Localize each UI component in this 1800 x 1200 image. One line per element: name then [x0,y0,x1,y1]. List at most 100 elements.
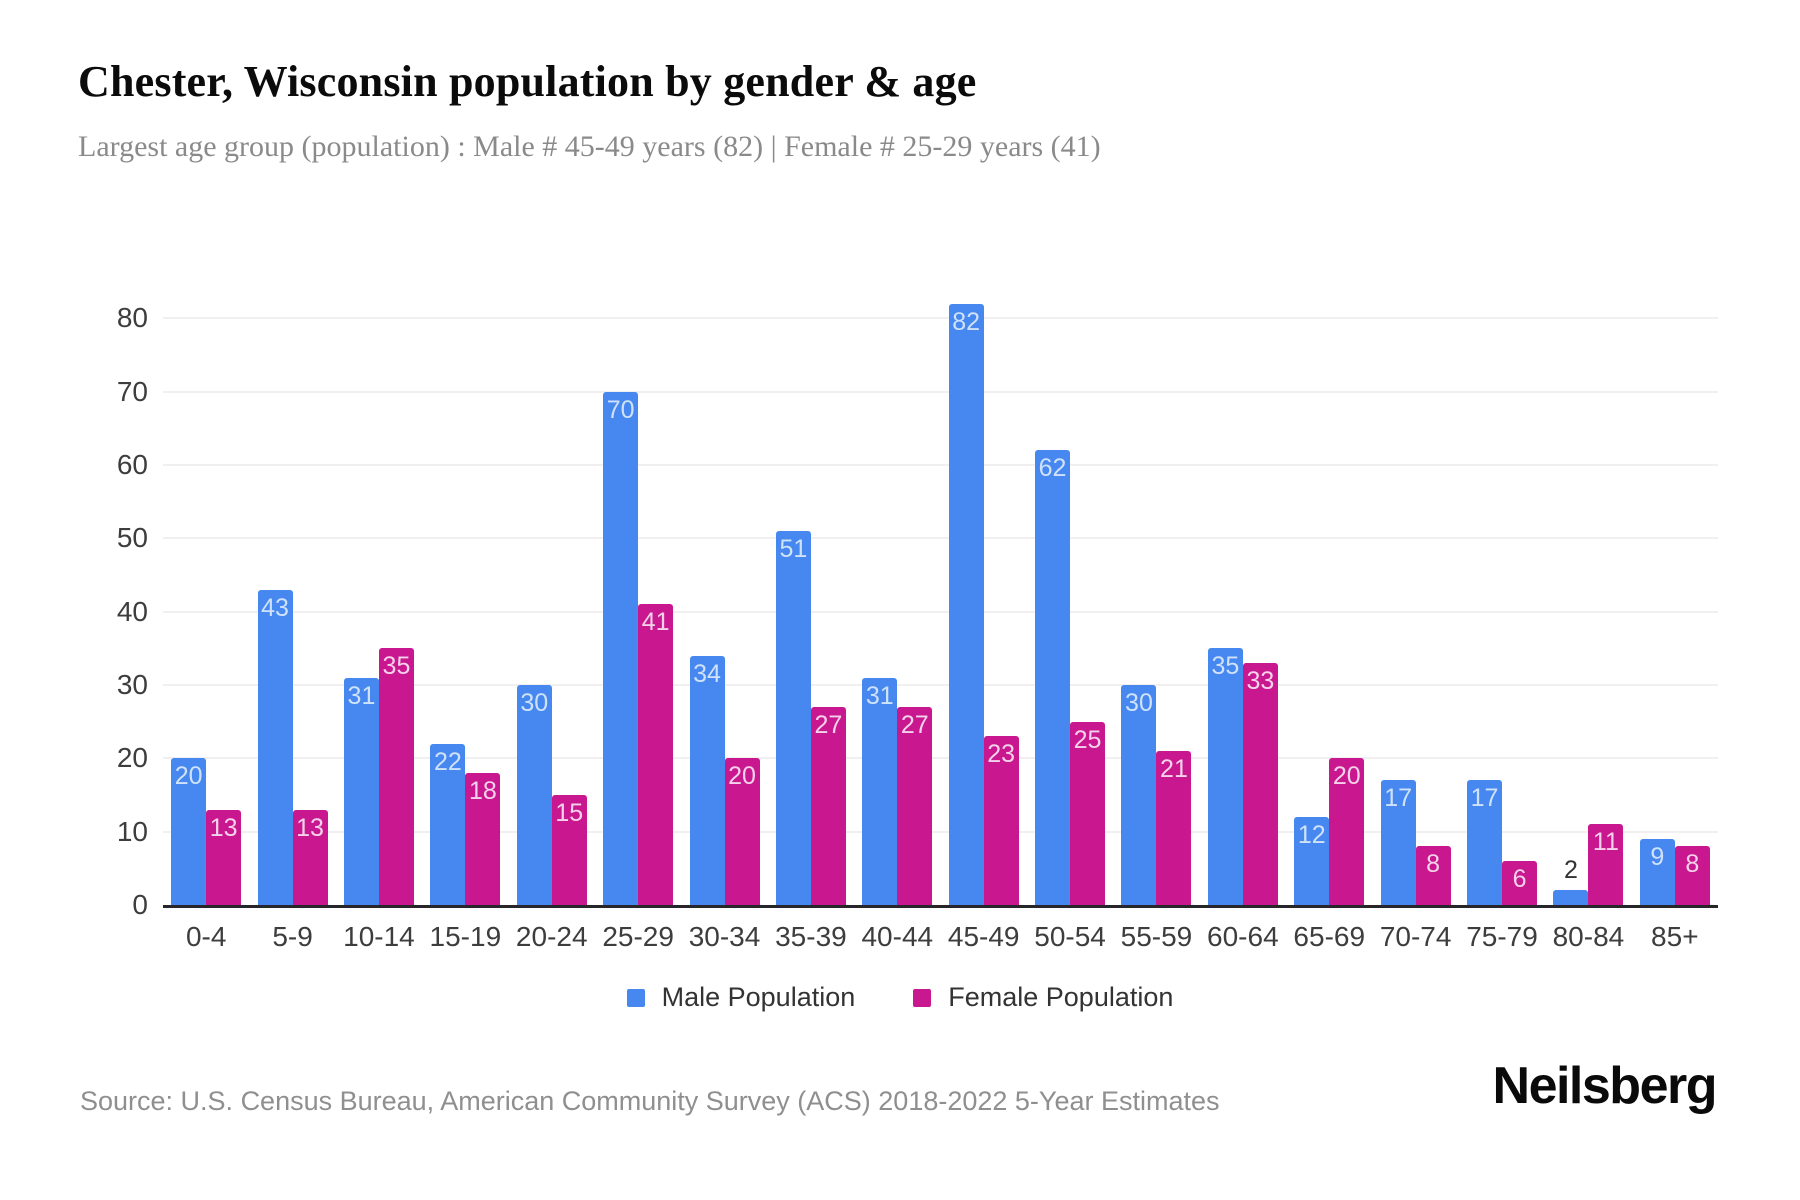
bar-slot: 41 [638,245,674,905]
bar-female-10-14 [378,648,414,905]
bar-value-label: 41 [641,608,670,637]
x-tick-label: 25-29 [602,921,674,952]
bar-female-15-19 [465,773,501,905]
bar-value-label: 43 [261,593,289,622]
legend-label-female: Female Population [948,982,1174,1012]
bar-group-55-59: 30 21 55-59 [1113,245,1199,952]
bar-male-55-59 [1121,685,1157,905]
bar-group-50-54: 62 25 50-54 [1027,245,1113,952]
bar-group-60-64: 35 33 60-64 [1200,245,1286,952]
bar-value-label: 31 [865,681,894,710]
legend-swatch-female-icon [913,988,932,1007]
bar-group-70-74: 17 8 70-74 [1372,245,1458,952]
bar-value-label: 70 [606,395,635,424]
bar-value-label: 27 [814,711,843,739]
bar-value-label: 2 [1563,856,1578,885]
x-tick-label: 15-19 [429,921,502,952]
bar-group-75-79: 17 6 75-79 [1459,245,1545,952]
x-tick-label: 55-59 [1120,921,1193,952]
bar-slot: 51 [775,245,811,905]
bar-male-70-74 [1380,780,1416,905]
bar-value-label: 11 [1592,828,1619,857]
bar-slot: 35 [1207,245,1243,905]
bar-slot: 13 [206,245,242,905]
bar-female-85+ [1674,846,1710,905]
bar-male-35-39 [775,531,811,905]
x-tick-label: 65-69 [1293,921,1366,952]
x-tick-label: 80-84 [1552,921,1625,952]
gridline [163,830,1718,833]
gridline [163,537,1718,540]
bar-male-0-4 [171,758,207,905]
bar-male-50-54 [1035,450,1071,905]
bar-group-30-34: 34 20 30-34 [681,245,767,952]
bar-slot: 13 [292,245,328,905]
bar-male-5-9 [257,589,293,905]
bar-value-label: 13 [209,813,238,842]
bar-value-label: 21 [1160,755,1188,783]
chart-title: Chester, Wisconsin population by gender … [78,57,977,106]
y-tick-label: 80 [116,302,148,334]
bar-value-label: 33 [1246,667,1275,695]
bar-value-label: 20 [1332,762,1361,791]
bar-female-70-74 [1415,846,1451,905]
bar-male-15-19 [430,743,466,905]
bar-slot: 18 [465,245,501,905]
bar-group-25-29: 70 41 25-29 [595,245,681,952]
bar-value-label: 8 [1685,850,1700,879]
x-tick-label: 70-74 [1379,921,1452,952]
bar-slot: 31 [343,245,379,905]
y-tick-label: 20 [116,742,148,774]
bar-slot: 17 [1467,245,1503,905]
y-axis-labels: 0 10 20 30 40 50 60 70 80 [0,245,148,920]
bar-value-label: 18 [468,777,497,805]
bar-group-0-4: 20 13 0-4 [163,245,249,952]
bar-value-label: 15 [555,799,584,827]
bar-slot: 30 [516,245,552,905]
bar-group-80-84: 2 11 80-84 [1545,245,1631,952]
bar-group-35-39: 51 27 35-39 [768,245,854,952]
chart-subtitle: Largest age group (population) : Male # … [78,130,1101,163]
bar-slot: 27 [897,245,933,905]
bar-female-35-39 [810,707,846,905]
bar-slot: 21 [1156,245,1192,905]
bar-female-75-79 [1502,861,1538,905]
bar-value-label: 12 [1297,821,1326,849]
y-tick-label: 0 [132,889,148,920]
gridline [163,390,1718,393]
bar-male-40-44 [862,677,898,905]
bar-value-label: 13 [296,813,324,842]
bar-value-label: 34 [693,659,721,688]
bar-slot: 9 [1639,245,1675,905]
x-tick-label: 40-44 [861,921,934,952]
x-tick-label: 50-54 [1034,921,1106,952]
bar-slot: 82 [948,245,984,905]
bar-slot: 27 [810,245,846,905]
bar-female-80-84 [1588,824,1624,905]
plot-area: 20 13 0-4 43 13 5-9 31 35 10-14 22 18 15-19 30 15 20-2… [163,245,1718,952]
bar-female-50-54 [1070,721,1106,905]
bar-male-75-79 [1467,780,1503,905]
bar-value-label: 25 [1073,725,1102,754]
bar-value-label: 17 [1470,784,1499,813]
legend-swatch-male-icon [626,988,645,1007]
bar-slot: 23 [983,245,1019,905]
bar-slot: 31 [862,245,898,905]
bar-value-label: 35 [382,652,411,681]
x-tick-label: 35-39 [775,921,847,952]
bar-slot: 2 [1553,245,1589,905]
bar-value-label: 62 [1038,454,1067,483]
bar-value-label: 20 [728,762,756,791]
bar-group-45-49: 82 23 45-49 [941,245,1027,952]
bar-male-30-34 [689,655,725,905]
gridline [163,317,1718,320]
bar-male-45-49 [948,303,984,905]
bar-male-25-29 [603,391,639,905]
x-tick-label: 20-24 [515,921,588,952]
x-tick-label: 10-14 [343,921,415,952]
bar-value-label: 9 [1650,843,1665,871]
bar-female-20-24 [551,795,587,905]
y-tick-label: 70 [116,375,148,407]
bar-slot: 8 [1415,245,1451,905]
bar-slot: 34 [689,245,725,905]
